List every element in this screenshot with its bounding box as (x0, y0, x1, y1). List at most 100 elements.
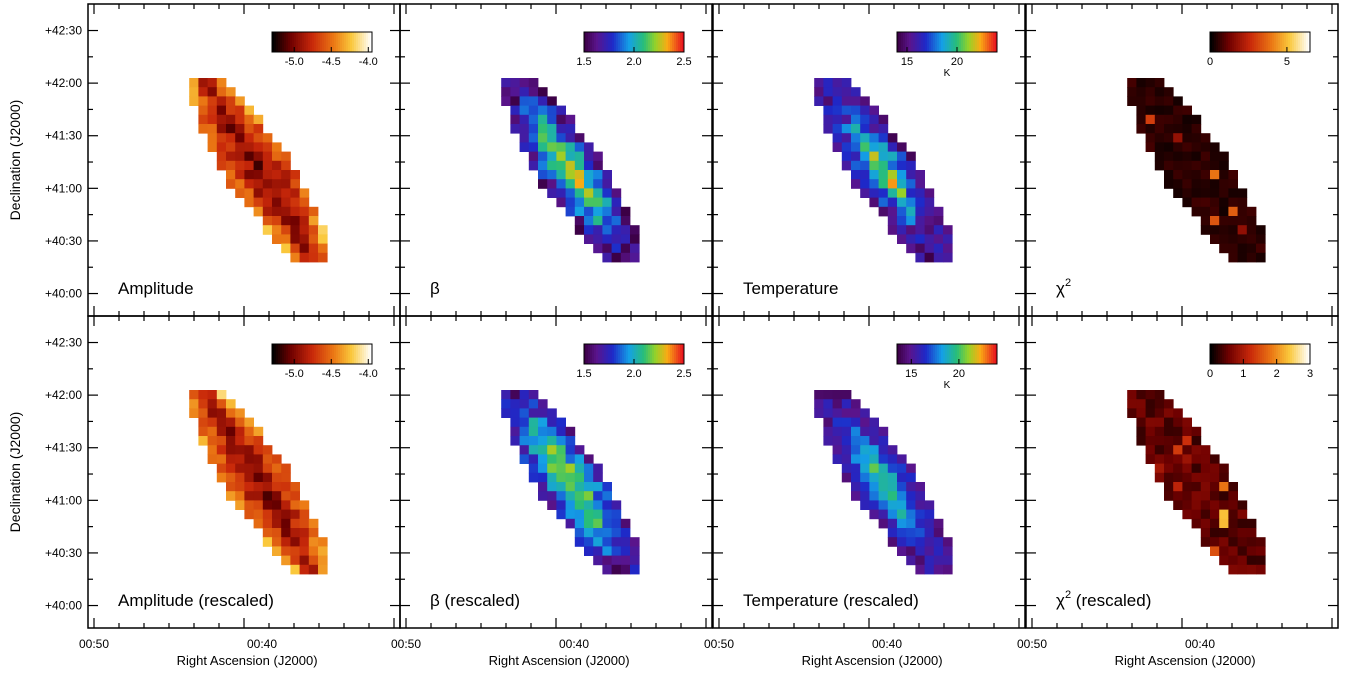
colorbar-segment (959, 32, 962, 52)
y-tick-label: +42:30 (45, 336, 82, 350)
heatmap-cell (860, 170, 870, 180)
heatmap-cell (1182, 197, 1192, 208)
heatmap-cell (253, 445, 264, 455)
heatmap-cell (878, 518, 889, 529)
heatmap-cell (1154, 390, 1165, 400)
heatmap-cell (1145, 390, 1156, 400)
colorbar-segment (670, 344, 673, 364)
heatmap-cell (538, 96, 548, 106)
heatmap-cell (235, 114, 245, 125)
heatmap-cell (207, 399, 218, 409)
heatmap-cell (1200, 445, 1211, 455)
heatmap-cell (897, 142, 907, 152)
heatmap-cell (1136, 390, 1146, 400)
heatmap-cell (906, 546, 916, 556)
heatmap-cell (878, 197, 889, 208)
colorbar-segment (346, 344, 349, 364)
colorbar-segment (935, 32, 938, 52)
colorbar-segment (905, 344, 908, 364)
heatmap-cell (272, 234, 282, 244)
heatmap-cell (226, 87, 236, 97)
heatmap-cell (1164, 463, 1174, 474)
heatmap-cell (924, 509, 935, 520)
heatmap-cell (906, 491, 916, 501)
heatmap-cell (226, 105, 236, 116)
colorbar-segment (901, 32, 904, 52)
colorbar-segment (638, 344, 641, 364)
heatmap-cell (538, 482, 548, 492)
heatmap-cell (299, 252, 310, 263)
heatmap-cell (1228, 537, 1238, 547)
heatmap-cell (226, 124, 236, 134)
heatmap-cell (1210, 216, 1220, 226)
heatmap-cell (216, 399, 227, 409)
heatmap-cell (235, 445, 245, 455)
colorbar-segment (626, 344, 629, 364)
heatmap-cell (1200, 142, 1211, 152)
heatmap-cell (198, 426, 208, 437)
heatmap-cell (216, 105, 227, 116)
heatmap-cell (290, 564, 300, 575)
heatmap-cell (1173, 179, 1183, 189)
heatmap-cell (878, 179, 889, 189)
heatmap-cell (933, 243, 944, 254)
heatmap-cell (841, 133, 852, 143)
heatmap-cell (1173, 151, 1183, 162)
heatmap-cell (1164, 142, 1174, 152)
colorbar-segment (965, 32, 968, 52)
heatmap-cell (299, 500, 310, 510)
heatmap-cell (869, 160, 879, 171)
y-tick-label: +40:00 (45, 287, 82, 301)
heatmap-cell (574, 170, 585, 180)
heatmap-cell (244, 151, 254, 162)
heatmap-cell (547, 445, 557, 455)
heatmap-cell (253, 491, 264, 501)
heatmap-cell (1219, 225, 1229, 235)
colorbar-segment (630, 344, 633, 364)
x-tick-label: 00:40 (1185, 637, 1215, 651)
heatmap-cell (1182, 436, 1192, 446)
heatmap-cell (207, 408, 218, 418)
heatmap-cell (1210, 500, 1220, 510)
heatmap-cell (878, 142, 889, 152)
heatmap-cell (501, 399, 511, 409)
heatmap-cell (620, 528, 631, 538)
heatmap-cell (1210, 482, 1220, 492)
heatmap-cell (189, 390, 199, 400)
heatmap-cell (1164, 133, 1174, 143)
heatmap-cell (556, 472, 566, 483)
colorbar-segment (945, 344, 948, 364)
colorbar-segment (332, 32, 335, 52)
colorbar-segment (1262, 344, 1265, 364)
heatmap-cell (851, 142, 861, 152)
heatmap-cell (1173, 426, 1183, 437)
heatmap-cell (906, 528, 916, 538)
colorbar-segment (1272, 344, 1275, 364)
colorbar-segment (328, 32, 331, 52)
heatmap-cell (851, 445, 861, 455)
heatmap-cell (860, 463, 870, 474)
heatmap-cell (915, 206, 925, 217)
y-tick-label: +40:00 (45, 599, 82, 613)
heatmap-cell (519, 445, 530, 455)
heatmap-cell (262, 216, 273, 226)
heatmap-cell (565, 463, 576, 474)
heatmap-cell (253, 436, 264, 446)
colorbar-segment (602, 344, 605, 364)
heatmap-cell (620, 518, 631, 529)
colorbar-segment (592, 32, 595, 52)
colorbar-segment (280, 32, 283, 52)
colorbar-segment (334, 344, 337, 364)
colorbar-segment (1286, 32, 1289, 52)
colorbar-segment (326, 32, 329, 52)
heatmap-cell (878, 445, 889, 455)
heatmap-cell (253, 518, 264, 529)
colorbar-segment (899, 32, 902, 52)
heatmap-cell (878, 170, 889, 180)
colorbar-segment (676, 344, 679, 364)
heatmap-cell (1173, 491, 1183, 501)
heatmap-cell (593, 500, 603, 510)
colorbar-segment (356, 344, 359, 364)
heatmap-cell (602, 170, 612, 180)
heatmap-cell (1173, 124, 1183, 134)
